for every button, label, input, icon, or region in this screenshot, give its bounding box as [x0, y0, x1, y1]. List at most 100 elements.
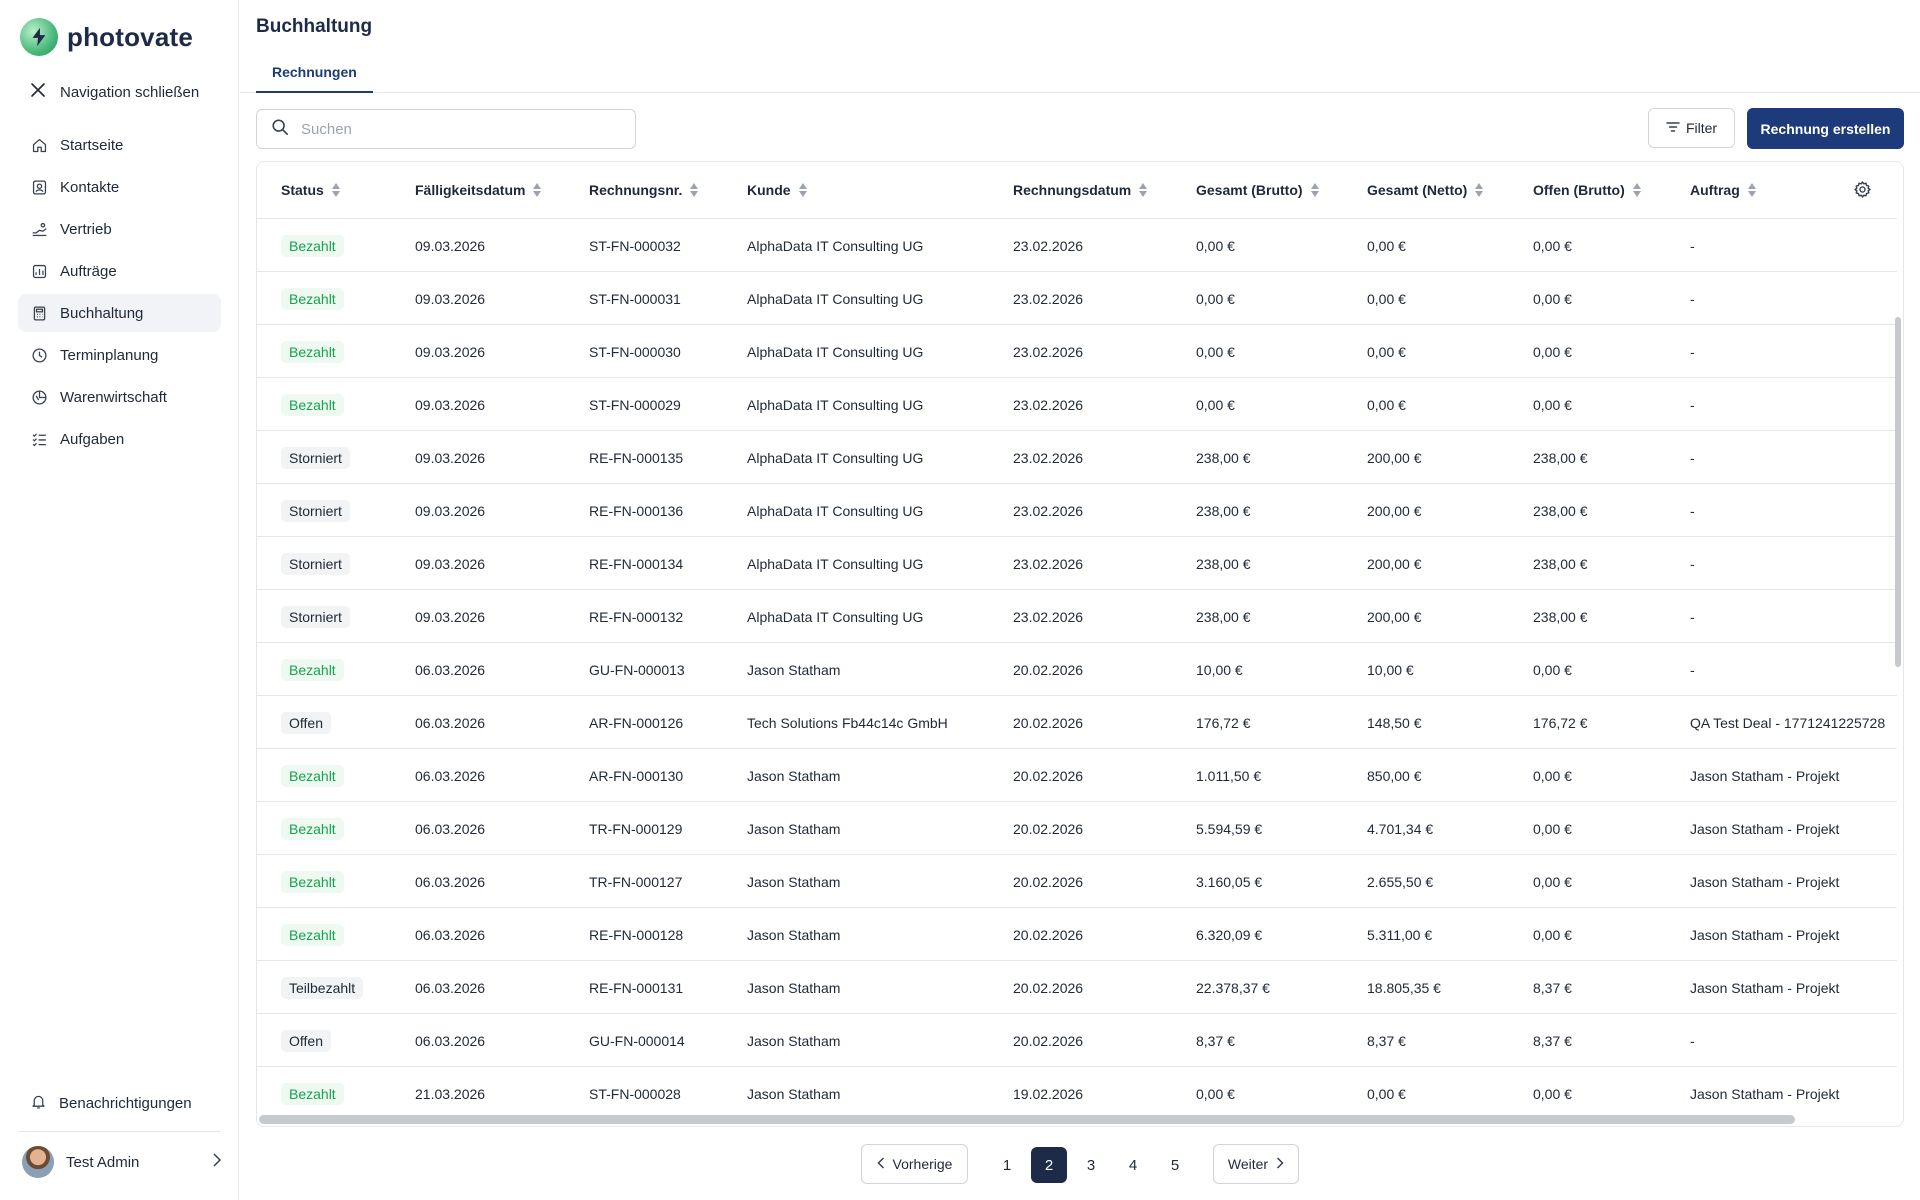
column-label: Gesamt (Netto): [1367, 182, 1468, 198]
notifications-button[interactable]: Benachrichtigungen: [30, 1093, 192, 1114]
open-gross-cell: 0,00 €: [1533, 926, 1572, 943]
page-button-3[interactable]: 3: [1086, 1156, 1096, 1174]
search-input[interactable]: [301, 120, 601, 138]
table-row[interactable]: Bezahlt 09.03.2026 ST-FN-000032 AlphaData I…: [257, 218, 1897, 271]
column-header-status[interactable]: Status: [281, 162, 340, 218]
table-row[interactable]: Bezahlt 06.03.2026 TR-FN-000127 Jason Stath…: [257, 854, 1897, 907]
user-menu[interactable]: Test Admin: [22, 1146, 222, 1178]
due-date-cell: 09.03.2026: [415, 608, 486, 625]
column-label: Gesamt (Brutto): [1196, 182, 1303, 198]
total-net-cell: 8,37 €: [1367, 1032, 1406, 1049]
status-cell: Offen: [281, 696, 331, 749]
sidebar-item-warenwirtschaft[interactable]: Warenwirtschaft: [18, 378, 221, 416]
column-header-customer[interactable]: Kunde: [747, 162, 807, 218]
table-row[interactable]: Bezahlt 21.03.2026 ST-FN-000028 Jason Stath…: [257, 1066, 1897, 1119]
column-header-invoice-date[interactable]: Rechnungsdatum: [1013, 162, 1148, 218]
customer-cell: Tech Solutions Fb44c14c GmbH: [747, 714, 948, 731]
table-row[interactable]: Offen 06.03.2026 AR-FN-000126 Tech Solution…: [257, 695, 1897, 748]
invoice-date-cell: 20.02.2026: [1013, 979, 1084, 996]
table-row[interactable]: Bezahlt 06.03.2026 TR-FN-000129 Jason Stath…: [257, 801, 1897, 854]
invoice-date-cell: 23.02.2026: [1013, 343, 1084, 360]
status-cell: Teilbezahlt: [281, 961, 364, 1014]
table-row[interactable]: Bezahlt 06.03.2026 AR-FN-000130 Jason Stath…: [257, 748, 1897, 801]
invoice-number-cell: ST-FN-000028: [589, 1085, 681, 1102]
invoice-date-cell: 20.02.2026: [1013, 1032, 1084, 1049]
table-row[interactable]: Storniert 09.03.2026 RE-FN-000135 AlphaData…: [257, 430, 1897, 483]
previous-page-button[interactable]: Vorherige: [861, 1144, 968, 1184]
table-row[interactable]: Storniert 09.03.2026 RE-FN-000134 AlphaData…: [257, 536, 1897, 589]
table-row[interactable]: Bezahlt 06.03.2026 GU-FN-000013 Jason Stath…: [257, 642, 1897, 695]
table-row[interactable]: Bezahlt 06.03.2026 RE-FN-000128 Jason Stath…: [257, 907, 1897, 960]
create-invoice-button[interactable]: Rechnung erstellen: [1747, 108, 1904, 149]
sidebar-item-vertrieb[interactable]: Vertrieb: [18, 210, 221, 248]
status-badge: Offen: [281, 1029, 331, 1052]
page-button-5[interactable]: 5: [1170, 1156, 1180, 1174]
total-net-cell: 0,00 €: [1367, 396, 1406, 413]
avatar: [22, 1146, 54, 1178]
app-logo[interactable]: photovate: [20, 18, 193, 56]
invoice-number-cell: RE-FN-000136: [589, 502, 684, 519]
next-page-button[interactable]: Weiter: [1213, 1144, 1299, 1184]
invoice-number-cell: ST-FN-000029: [589, 396, 681, 413]
table-row[interactable]: Bezahlt 09.03.2026 ST-FN-000029 AlphaData I…: [257, 377, 1897, 430]
due-date-cell: 06.03.2026: [415, 979, 486, 996]
invoice-number-cell: AR-FN-000130: [589, 767, 684, 784]
previous-label: Vorherige: [892, 1156, 953, 1172]
table-row[interactable]: Bezahlt 09.03.2026 ST-FN-000030 AlphaData I…: [257, 324, 1897, 377]
column-header-total-gross[interactable]: Gesamt (Brutto): [1196, 162, 1319, 218]
sidebar-item-startseite[interactable]: Startseite: [18, 126, 221, 164]
sidebar-item-kontakte[interactable]: Kontakte: [18, 168, 221, 206]
total-net-cell: 4.701,34 €: [1367, 820, 1434, 837]
sidebar-item-buchhaltung[interactable]: Buchhaltung: [18, 294, 221, 332]
status-cell: Storniert: [281, 431, 350, 484]
invoice-number-cell: GU-FN-000013: [589, 661, 685, 678]
table-row[interactable]: Storniert 09.03.2026 RE-FN-000136 AlphaData…: [257, 483, 1897, 536]
customer-cell: AlphaData IT Consulting UG: [747, 343, 924, 360]
filter-button[interactable]: Filter: [1648, 108, 1735, 148]
table-row[interactable]: Teilbezahlt 06.03.2026 RE-FN-000131 Jason S…: [257, 960, 1897, 1013]
due-date-cell: 09.03.2026: [415, 290, 486, 307]
close-navigation-button[interactable]: Navigation schließen: [30, 82, 199, 102]
vertical-scrollbar[interactable]: [1895, 317, 1901, 667]
invoice-number-cell: RE-FN-000131: [589, 979, 684, 996]
table-row[interactable]: Storniert 09.03.2026 RE-FN-000132 AlphaData…: [257, 589, 1897, 642]
order-cell: Jason Statham - Projekt: [1690, 873, 1840, 890]
column-header-open-gross[interactable]: Offen (Brutto): [1533, 162, 1641, 218]
order-cell: Jason Statham - Projekt: [1690, 979, 1840, 996]
invoice-number-cell: TR-FN-000127: [589, 873, 683, 890]
sidebar-item-aufgaben[interactable]: Aufgaben: [18, 420, 221, 458]
order-cell: QA Test Deal - 1771241225728: [1690, 714, 1886, 731]
invoice-table: Status Fälligkeitsdatum Rechnungsnr. Kun…: [256, 161, 1904, 1127]
customer-cell: AlphaData IT Consulting UG: [747, 396, 924, 413]
open-gross-cell: 238,00 €: [1533, 555, 1588, 572]
open-gross-cell: 0,00 €: [1533, 820, 1572, 837]
column-settings-gear-icon[interactable]: [1853, 180, 1872, 203]
page-button-2[interactable]: 2: [1031, 1147, 1067, 1183]
open-gross-cell: 0,00 €: [1533, 873, 1572, 890]
table-row[interactable]: Bezahlt 09.03.2026 ST-FN-000031 AlphaData I…: [257, 271, 1897, 324]
horizontal-scrollbar[interactable]: [259, 1115, 1795, 1124]
open-gross-cell: 0,00 €: [1533, 1085, 1572, 1102]
column-label: Rechnungsdatum: [1013, 182, 1132, 198]
page-button-4[interactable]: 4: [1128, 1156, 1138, 1174]
open-gross-cell: 8,37 €: [1533, 1032, 1572, 1049]
column-header-invoice-number[interactable]: Rechnungsnr.: [589, 162, 699, 218]
sidebar-item-terminplanung[interactable]: Terminplanung: [18, 336, 221, 374]
open-gross-cell: 0,00 €: [1533, 396, 1572, 413]
invoice-number-cell: RE-FN-000132: [589, 608, 684, 625]
order-cell: Jason Statham - Projekt: [1690, 767, 1840, 784]
customer-cell: AlphaData IT Consulting UG: [747, 449, 924, 466]
column-header-total-net[interactable]: Gesamt (Netto): [1367, 162, 1484, 218]
tab-rechnungen[interactable]: Rechnungen: [256, 60, 373, 93]
page-button-1[interactable]: 1: [1002, 1156, 1012, 1174]
table-row[interactable]: Offen 06.03.2026 GU-FN-000014 Jason Statham…: [257, 1013, 1897, 1066]
sidebar-item-auftraege[interactable]: Aufträge: [18, 252, 221, 290]
order-cell: -: [1690, 502, 1695, 519]
column-header-order[interactable]: Auftrag: [1690, 162, 1756, 218]
invoice-date-cell: 23.02.2026: [1013, 237, 1084, 254]
sort-icon: [690, 183, 699, 197]
order-cell: Jason Statham - Projekt: [1690, 1085, 1840, 1102]
total-net-cell: 850,00 €: [1367, 767, 1422, 784]
invoice-date-cell: 23.02.2026: [1013, 555, 1084, 572]
column-header-due-date[interactable]: Fälligkeitsdatum: [415, 162, 542, 218]
